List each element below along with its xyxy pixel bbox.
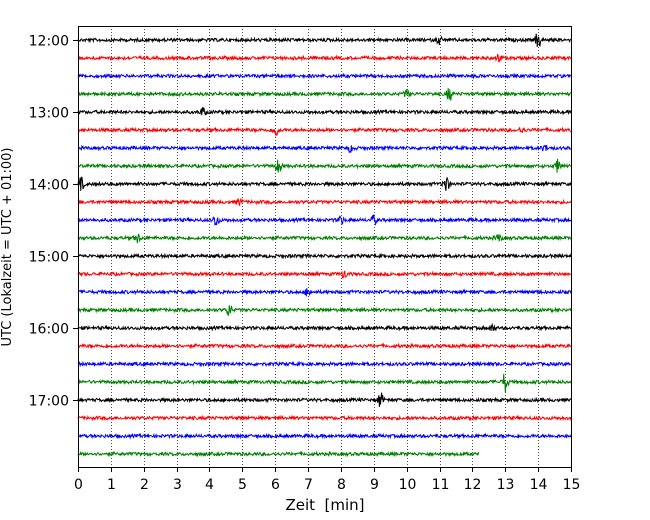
x-tick-label-7: 7 — [304, 477, 313, 493]
x-axis-ticks: 0 1 2 3 4 5 6 7 8 9 10 11 12 13 14 15 — [74, 467, 580, 493]
plot-frame — [78, 26, 572, 468]
trace-1530 — [77, 288, 572, 297]
trace-1430 — [77, 214, 572, 226]
trace-1315 — [77, 126, 571, 138]
x-tick-label-14: 14 — [530, 477, 548, 493]
x-tick-label-5: 5 — [238, 477, 247, 493]
trace-1400 — [77, 176, 572, 191]
trace-1215 — [77, 53, 572, 63]
x-tick-label-9: 9 — [370, 477, 379, 493]
trace-1415 — [77, 197, 572, 207]
trace-1445 — [77, 233, 572, 244]
trace-1745 — [77, 450, 480, 458]
trace-1300 — [77, 107, 572, 116]
trace-1730 — [77, 432, 572, 440]
trace-1545 — [77, 305, 572, 316]
y-tick-label-1600: 16:00 — [29, 322, 69, 338]
trace-1200 — [77, 33, 572, 47]
x-tick-label-11: 11 — [432, 477, 450, 493]
trace-1715 — [77, 414, 572, 422]
trace-1645 — [77, 373, 572, 393]
trace-1600 — [77, 322, 572, 332]
y-axis-ticks: 12:00 13:00 14:00 15:00 16:00 17:00 — [29, 34, 78, 410]
trace-1245 — [77, 88, 571, 101]
x-tick-label-2: 2 — [140, 477, 149, 493]
x-tick-label-1: 1 — [107, 477, 116, 493]
y-tick-label-1300: 13:00 — [29, 106, 69, 122]
x-tick-label-0: 0 — [74, 477, 83, 493]
trace-1615 — [77, 342, 572, 350]
x-tick-label-6: 6 — [271, 477, 280, 493]
trace-1345 — [77, 158, 572, 173]
x-tick-label-3: 3 — [173, 477, 182, 493]
trace-1700 — [77, 392, 572, 407]
y-tick-label-1500: 15:00 — [29, 250, 69, 266]
trace-1630 — [77, 360, 572, 368]
x-tick-label-13: 13 — [497, 477, 515, 493]
trace-1330 — [77, 144, 572, 154]
x-tick-label-4: 4 — [205, 477, 214, 493]
x-axis-label: Zeit [min] — [285, 496, 364, 514]
y-tick-label-1700: 17:00 — [29, 394, 69, 410]
x-tick-label-8: 8 — [337, 477, 346, 493]
trace-group — [77, 33, 572, 458]
trace-1500 — [77, 252, 572, 260]
y-tick-label-1400: 14:00 — [29, 178, 69, 194]
y-tick-label-1200: 12:00 — [29, 34, 69, 50]
trace-1515 — [77, 270, 572, 279]
x-tick-label-15: 15 — [563, 477, 581, 493]
y-axis-label: UTC (Lokalzeit = UTC + 01:00) — [0, 148, 15, 347]
x-tick-label-10: 10 — [399, 477, 417, 493]
x-tick-label-12: 12 — [464, 477, 482, 493]
trace-1230 — [77, 72, 572, 80]
